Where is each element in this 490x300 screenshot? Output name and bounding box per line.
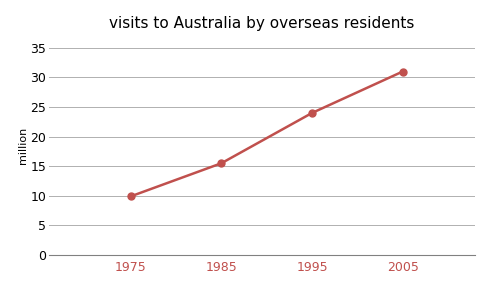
Title: visits to Australia by overseas residents: visits to Australia by overseas resident… — [109, 16, 415, 31]
Y-axis label: million: million — [18, 127, 27, 164]
